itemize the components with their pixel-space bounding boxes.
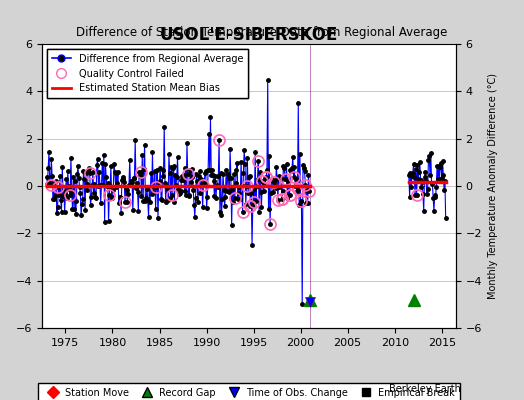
Y-axis label: Monthly Temperature Anomaly Difference (°C): Monthly Temperature Anomaly Difference (… — [488, 73, 498, 299]
Legend: Station Move, Record Gap, Time of Obs. Change, Empirical Break: Station Move, Record Gap, Time of Obs. C… — [38, 383, 460, 400]
Title: USOL'E-SIBERSKOE: USOL'E-SIBERSKOE — [160, 26, 338, 44]
Text: Difference of Station Temperature Data from Regional Average: Difference of Station Temperature Data f… — [77, 26, 447, 39]
Text: Berkeley Earth: Berkeley Earth — [389, 384, 461, 394]
